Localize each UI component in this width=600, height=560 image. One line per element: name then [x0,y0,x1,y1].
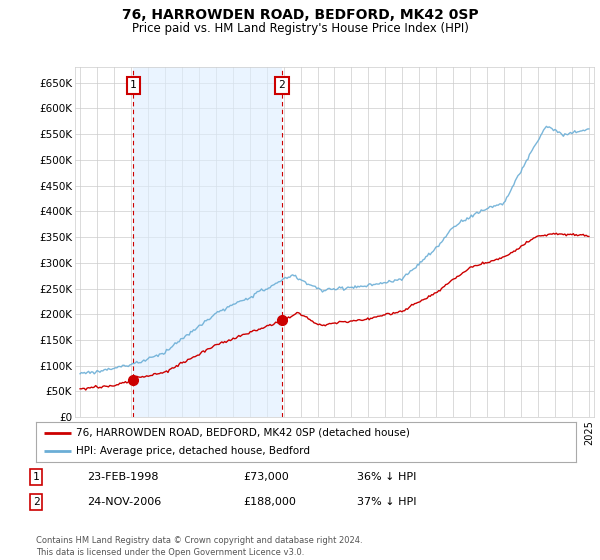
Text: 37% ↓ HPI: 37% ↓ HPI [357,497,416,507]
Text: £73,000: £73,000 [243,472,289,482]
Text: 24-NOV-2006: 24-NOV-2006 [87,497,161,507]
Text: 1: 1 [130,80,137,90]
Text: 2: 2 [278,80,285,90]
Text: 1: 1 [32,472,40,482]
Text: 36% ↓ HPI: 36% ↓ HPI [357,472,416,482]
Text: Contains HM Land Registry data © Crown copyright and database right 2024.
This d: Contains HM Land Registry data © Crown c… [36,536,362,557]
Text: 76, HARROWDEN ROAD, BEDFORD, MK42 0SP: 76, HARROWDEN ROAD, BEDFORD, MK42 0SP [122,8,478,22]
Text: £188,000: £188,000 [243,497,296,507]
Text: 76, HARROWDEN ROAD, BEDFORD, MK42 0SP (detached house): 76, HARROWDEN ROAD, BEDFORD, MK42 0SP (d… [77,428,410,437]
Text: 2: 2 [32,497,40,507]
Text: 23-FEB-1998: 23-FEB-1998 [87,472,158,482]
Text: Price paid vs. HM Land Registry's House Price Index (HPI): Price paid vs. HM Land Registry's House … [131,22,469,35]
Text: HPI: Average price, detached house, Bedford: HPI: Average price, detached house, Bedf… [77,446,311,456]
Bar [133,67,282,417]
